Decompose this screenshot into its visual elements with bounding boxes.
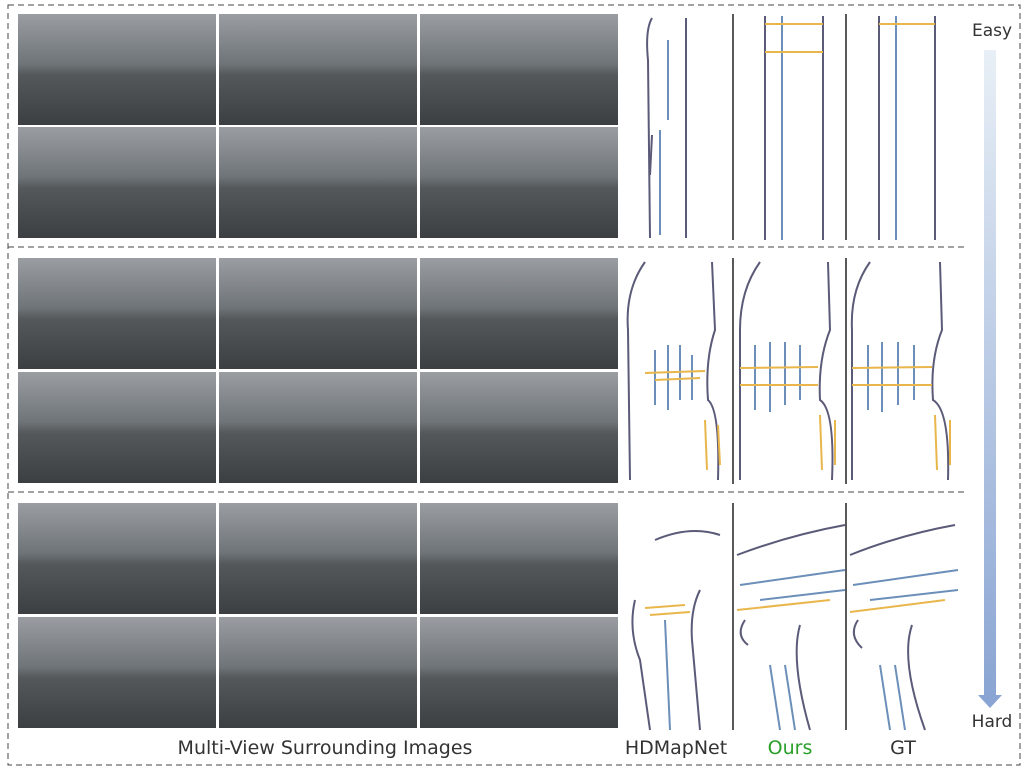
camera-photo — [219, 372, 417, 483]
arrow-head — [978, 695, 1002, 708]
images-caption: Multi-View Surrounding Images — [178, 737, 473, 759]
camera-photo — [18, 617, 216, 728]
map-hdmapnet-medium — [628, 262, 720, 480]
camera-photo — [18, 258, 216, 369]
map-hdmapnet-easy — [647, 18, 686, 238]
camera-photo — [420, 617, 618, 728]
hard-label: Hard — [972, 712, 1013, 732]
difficulty-arrow — [984, 50, 996, 695]
map-ours-hard — [737, 525, 845, 730]
figure: Easy Hard Multi-View Surrounding Images … — [0, 0, 1027, 771]
camera-photo — [18, 372, 216, 483]
map-gt-hard — [850, 525, 958, 730]
camera-photo — [18, 14, 216, 125]
camera-photo — [420, 14, 618, 125]
camera-photo — [420, 372, 618, 483]
method-label: HDMapNet — [625, 737, 727, 759]
photo-grid — [18, 14, 618, 728]
map-ours-easy — [765, 16, 823, 240]
camera-photo — [219, 258, 417, 369]
method-label: Ours — [768, 737, 813, 759]
camera-photo — [219, 14, 417, 125]
camera-photo — [219, 127, 417, 238]
camera-photo — [420, 127, 618, 238]
map-gt-easy — [879, 16, 935, 240]
map-ours-medium — [740, 262, 835, 480]
easy-label: Easy — [972, 21, 1012, 41]
map-gt-medium — [852, 262, 950, 480]
map-hdmapnet-hard — [632, 531, 720, 730]
camera-photo — [18, 127, 216, 238]
map-separators — [733, 14, 846, 730]
camera-photo — [18, 503, 216, 614]
camera-photo — [420, 258, 618, 369]
camera-photo — [219, 503, 417, 614]
camera-photo — [420, 503, 618, 614]
method-label: GT — [890, 737, 916, 759]
camera-photo — [219, 617, 417, 728]
